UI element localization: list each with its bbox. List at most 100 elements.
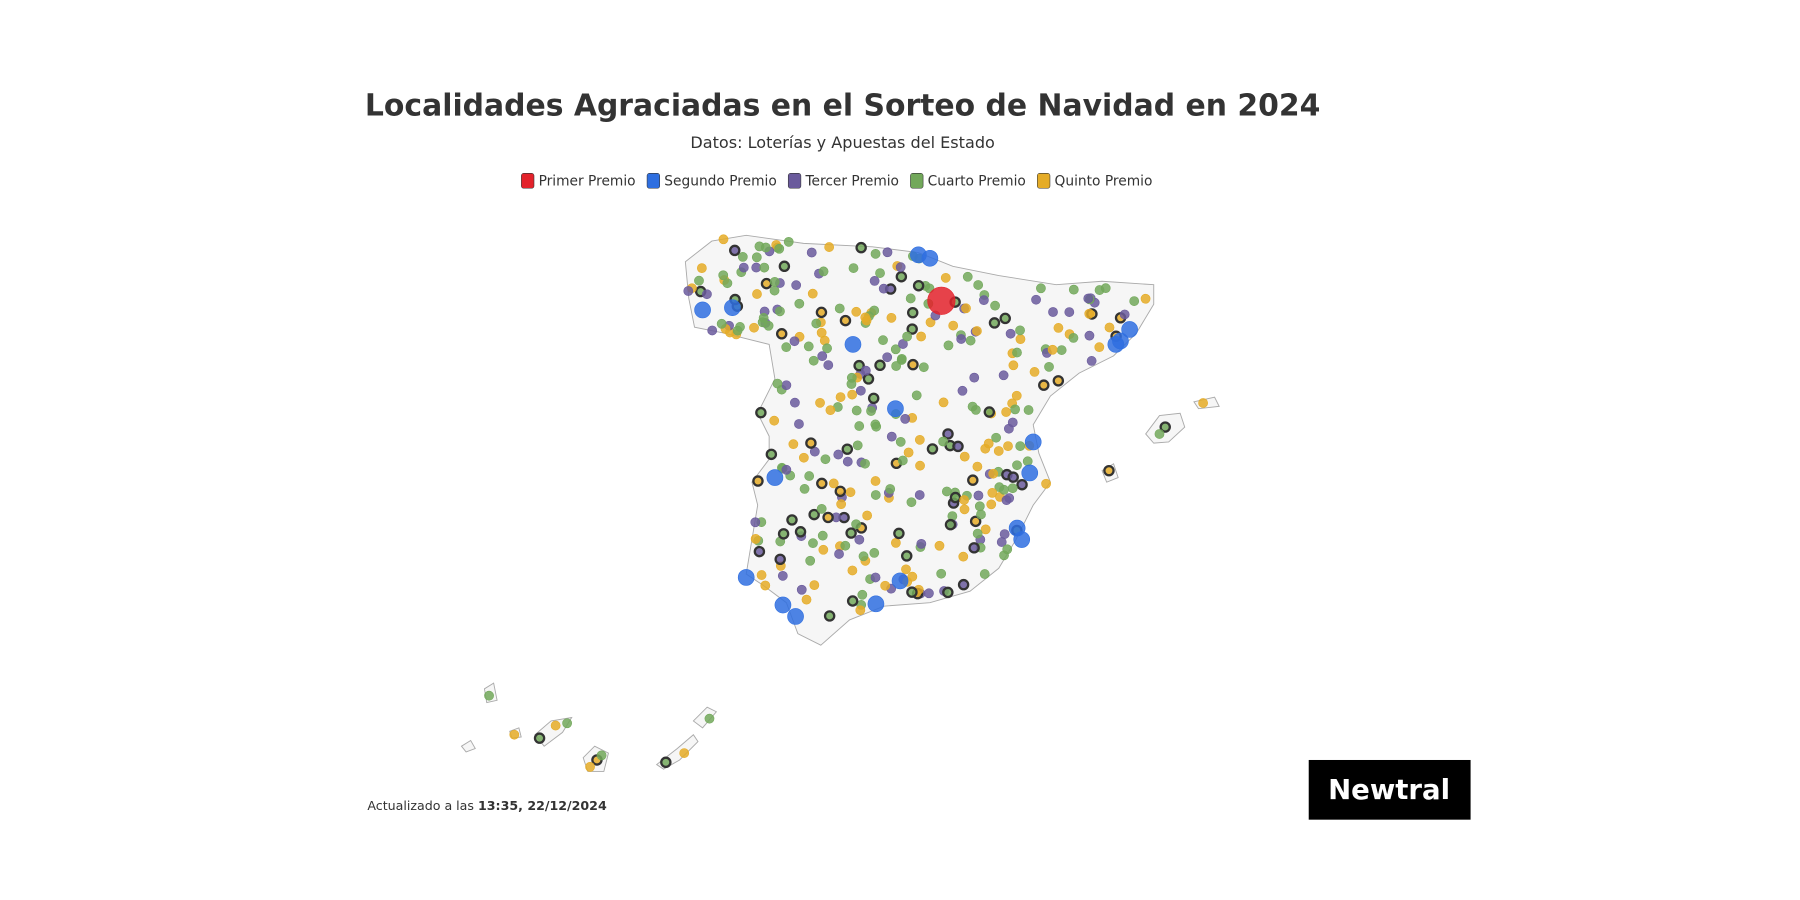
map-point xyxy=(988,317,1001,329)
map-point xyxy=(835,392,846,402)
map-point xyxy=(934,540,945,551)
legend-swatch xyxy=(646,173,660,189)
map-point xyxy=(1041,478,1051,489)
map-point xyxy=(772,378,783,389)
map-point xyxy=(961,303,971,314)
map-point xyxy=(660,756,672,769)
map-point xyxy=(760,242,771,253)
map-point xyxy=(959,504,970,515)
map-point xyxy=(1005,328,1016,339)
map-point xyxy=(927,286,956,315)
map-point xyxy=(986,499,997,510)
map-point xyxy=(943,340,954,351)
map-point xyxy=(915,460,925,471)
map-point xyxy=(994,482,1005,493)
map-point xyxy=(1053,323,1064,333)
map-point xyxy=(944,518,957,531)
map-point xyxy=(815,397,825,408)
map-point xyxy=(969,515,982,528)
footer: Actualizado a las 13:35, 22/12/2024 xyxy=(367,797,607,812)
map-point xyxy=(846,595,859,607)
map-point xyxy=(965,335,976,346)
map-point xyxy=(983,438,994,449)
map-point xyxy=(860,312,871,323)
title: Localidades Agraciadas en el Sorteo de N… xyxy=(365,88,1320,123)
map-point xyxy=(987,488,998,498)
map-point xyxy=(815,306,828,319)
map-point xyxy=(847,389,858,400)
map-point xyxy=(750,517,761,528)
map-point xyxy=(918,362,929,373)
subtitle: Datos: Loterías y Apuestas del Estado xyxy=(690,133,994,152)
map-point xyxy=(938,397,949,408)
map-point xyxy=(979,569,990,579)
map-point xyxy=(1129,296,1140,306)
map-point xyxy=(900,550,913,562)
legend-label: Tercer Premio xyxy=(804,173,899,189)
map-point xyxy=(818,266,829,277)
map-point xyxy=(882,352,893,363)
map-point xyxy=(1015,325,1025,336)
map-point xyxy=(1001,407,1012,417)
map-point xyxy=(766,469,784,486)
map-point xyxy=(972,528,983,539)
legend-swatch xyxy=(521,173,535,189)
map-point xyxy=(1154,429,1165,439)
map-point xyxy=(925,317,936,328)
map-point xyxy=(911,390,922,401)
map-point xyxy=(1022,456,1033,467)
map-point xyxy=(817,530,828,541)
map-point xyxy=(757,317,768,328)
map-point xyxy=(1011,390,1022,401)
map-point xyxy=(805,555,816,566)
map-point xyxy=(902,331,912,342)
footer-prefix: Actualizado a las xyxy=(367,797,474,812)
map-point xyxy=(860,365,871,376)
map-point xyxy=(816,503,827,514)
map-point xyxy=(940,272,951,283)
map-point xyxy=(1084,308,1095,319)
map-point xyxy=(936,568,947,579)
map-point xyxy=(738,262,749,273)
map-point xyxy=(903,447,914,458)
content: Localidades Agraciadas en el Sorteo de N… xyxy=(365,88,1471,820)
map-point xyxy=(959,451,970,462)
map-point xyxy=(778,260,791,273)
map-point xyxy=(841,443,854,455)
map-point xyxy=(759,262,770,273)
map-point xyxy=(817,351,828,362)
map-point xyxy=(949,491,962,504)
map-point xyxy=(983,406,996,418)
map-point xyxy=(753,545,766,558)
map-point xyxy=(897,455,908,466)
map-point xyxy=(839,314,852,327)
map-point xyxy=(972,461,983,472)
map-point xyxy=(914,434,925,445)
map-point xyxy=(769,276,780,287)
map-point xyxy=(851,405,862,416)
map-point xyxy=(891,361,902,371)
map-point xyxy=(820,454,831,465)
map-point xyxy=(777,570,788,581)
map-point xyxy=(1100,283,1111,294)
map-point xyxy=(1023,405,1034,415)
map-point xyxy=(1159,421,1171,433)
map-point xyxy=(694,275,704,286)
map-point xyxy=(842,456,853,467)
map-point xyxy=(880,580,891,591)
map-point xyxy=(875,268,885,278)
map-point xyxy=(1008,360,1019,371)
map-point xyxy=(895,436,906,447)
map-point xyxy=(942,586,954,599)
map-point xyxy=(974,501,985,512)
legend: Primer Premio Segundo Premio Tercer Premio… xyxy=(521,173,1152,189)
map-point xyxy=(823,610,836,622)
map-point xyxy=(836,499,847,510)
map-point xyxy=(789,336,800,347)
map-point xyxy=(869,276,880,286)
map-point xyxy=(921,249,939,267)
map-point xyxy=(1047,344,1058,355)
map-point xyxy=(1013,531,1031,548)
map-point xyxy=(948,320,959,331)
